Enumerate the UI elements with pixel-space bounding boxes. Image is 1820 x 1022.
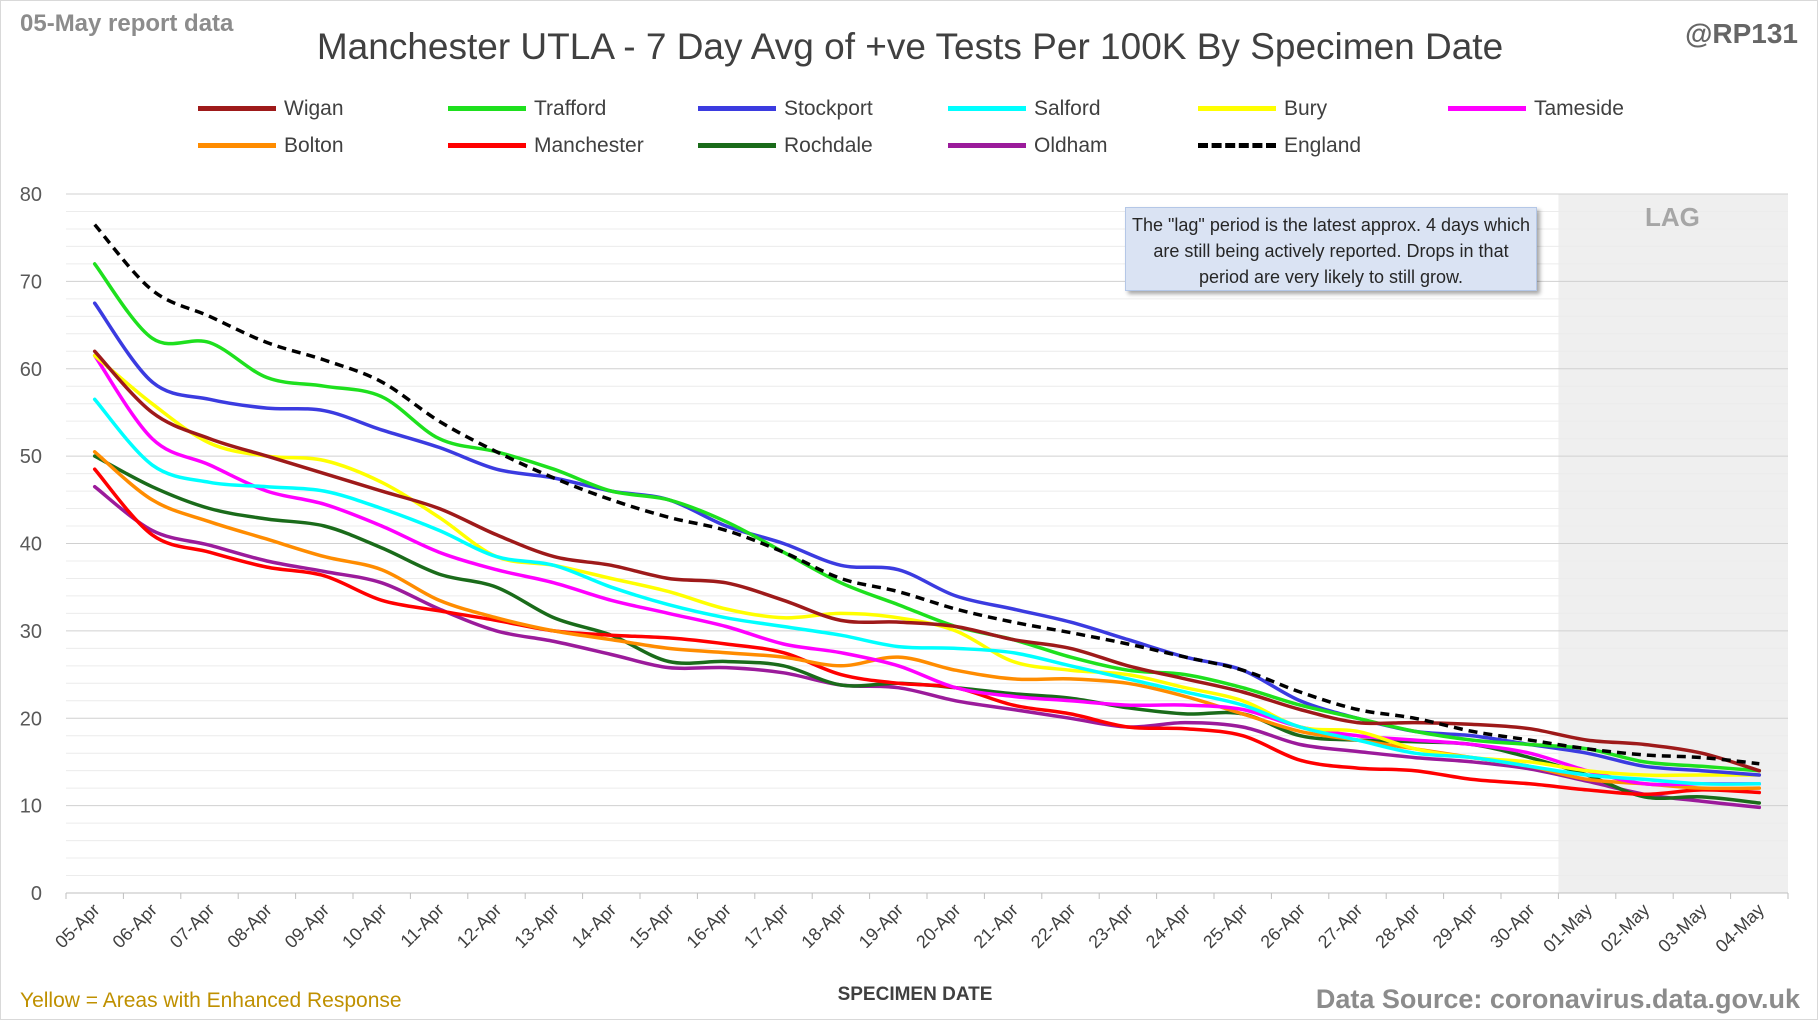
x-tick-label: 15-Apr xyxy=(625,900,677,952)
x-tick-label: 19-Apr xyxy=(855,900,907,952)
legend-swatch xyxy=(198,106,276,111)
x-tick-label: 28-Apr xyxy=(1371,900,1423,952)
lag-annotation: The "lag" period is the latest approx. 4… xyxy=(1125,207,1537,291)
legend-item-tameside: Tameside xyxy=(1448,96,1698,121)
legend-swatch xyxy=(198,143,276,148)
legend-swatch xyxy=(1198,106,1276,111)
legend-label: Manchester xyxy=(534,133,644,157)
legend-swatch xyxy=(1198,143,1276,148)
x-tick-label: 09-Apr xyxy=(281,900,333,952)
x-tick-label: 11-Apr xyxy=(397,900,448,951)
x-tick-label: 13-Apr xyxy=(510,900,562,952)
y-tick-label: 20 xyxy=(20,708,42,730)
legend-label: England xyxy=(1284,133,1362,157)
legend-label: Trafford xyxy=(534,96,607,120)
x-tick-label: 05-Apr xyxy=(51,900,103,952)
data-source: Data Source: coronavirus.data.gov.uk xyxy=(1315,984,1800,1014)
legend-item-wigan: Wigan xyxy=(198,96,448,121)
y-tick-label: 50 xyxy=(20,446,42,468)
x-tick-label: 22-Apr xyxy=(1027,900,1079,952)
legend-swatch xyxy=(1448,106,1526,111)
legend-item-stockport: Stockport xyxy=(698,96,948,121)
x-tick-label: 18-Apr xyxy=(797,900,849,952)
x-tick-label: 17-Apr xyxy=(740,900,792,952)
series-line-tameside xyxy=(92,353,1762,787)
x-tick-label: 06-Apr xyxy=(109,900,161,952)
legend-label: Bury xyxy=(1284,96,1328,120)
x-tick-label: 14-Apr xyxy=(568,900,620,952)
x-tick-label: 04-May xyxy=(1712,900,1769,957)
legend-swatch xyxy=(948,143,1026,148)
series-line-bolton xyxy=(92,450,1762,791)
author-handle: @RP131 xyxy=(1685,18,1798,49)
legend-label: Bolton xyxy=(284,133,344,157)
legend-item-trafford: Trafford xyxy=(448,96,698,121)
x-tick-label: 30-Apr xyxy=(1486,900,1538,952)
legend-item-rochdale: Rochdale xyxy=(698,133,948,158)
x-tick-label: 21-Apr xyxy=(970,900,1022,952)
x-tick-label: 27-Apr xyxy=(1314,900,1366,952)
legend-swatch xyxy=(448,143,526,148)
chart-title: Manchester UTLA - 7 Day Avg of +ve Tests… xyxy=(316,26,1504,67)
legend-item-bolton: Bolton xyxy=(198,133,448,158)
legend-label: Tameside xyxy=(1534,96,1624,120)
x-tick-label: 07-Apr xyxy=(166,900,218,952)
legend-label: Oldham xyxy=(1034,133,1108,157)
x-tick-label: 26-Apr xyxy=(1257,900,1309,952)
x-tick-label: 02-May xyxy=(1597,900,1654,957)
series-line-salford xyxy=(92,397,1762,786)
series-line-oldham xyxy=(92,484,1762,810)
x-tick-label: 08-Apr xyxy=(223,900,275,952)
series-line-trafford xyxy=(92,262,1762,773)
y-tick-label: 70 xyxy=(20,271,42,293)
legend-item-manchester: Manchester xyxy=(448,133,698,158)
x-tick-label: 16-Apr xyxy=(683,900,735,952)
y-tick-label: 10 xyxy=(20,796,42,818)
x-axis-title: SPECIMEN DATE xyxy=(837,984,993,1005)
x-tick-label: 25-Apr xyxy=(1199,900,1251,952)
legend-swatch xyxy=(698,106,776,111)
legend-swatch xyxy=(948,106,1026,111)
y-tick-label: 60 xyxy=(20,359,42,381)
lag-label: LAG xyxy=(1645,202,1700,232)
x-tick-label: 29-Apr xyxy=(1429,900,1481,952)
y-tick-label: 0 xyxy=(31,883,42,905)
x-tick-label: 20-Apr xyxy=(912,900,964,952)
legend-item-oldham: Oldham xyxy=(948,133,1198,158)
enhanced-response-note: Yellow = Areas with Enhanced Response xyxy=(20,989,402,1012)
legend-swatch xyxy=(448,106,526,111)
x-tick-label: 03-May xyxy=(1654,900,1711,957)
y-tick-label: 40 xyxy=(20,534,42,556)
legend-item-salford: Salford xyxy=(948,96,1198,121)
x-tick-label: 01-May xyxy=(1539,900,1596,957)
series-line-wigan xyxy=(92,349,1762,773)
y-tick-label: 30 xyxy=(20,621,42,643)
legend: Wigan Trafford Stockport Salford Bury Tamesid… xyxy=(198,96,1624,158)
legend-label: Stockport xyxy=(784,96,873,120)
x-tick-label: 23-Apr xyxy=(1084,900,1136,952)
x-tick-label: 12-Apr xyxy=(453,900,505,952)
legend-swatch xyxy=(698,143,776,148)
series-line-manchester xyxy=(92,467,1762,797)
series-line-england xyxy=(93,223,1760,766)
legend-label: Rochdale xyxy=(784,133,873,157)
legend-item-england: England xyxy=(1198,133,1448,158)
x-tick-label: 10-Apr xyxy=(338,900,390,952)
y-tick-label: 80 xyxy=(20,184,42,206)
x-tick-label: 24-Apr xyxy=(1142,900,1194,952)
legend-label: Wigan xyxy=(284,96,344,120)
series-line-bury xyxy=(92,353,1762,778)
legend-label: Salford xyxy=(1034,96,1101,120)
legend-item-bury: Bury xyxy=(1198,96,1448,121)
report-date-label: 05-May report data xyxy=(20,10,234,37)
series-line-stockport xyxy=(92,301,1762,777)
